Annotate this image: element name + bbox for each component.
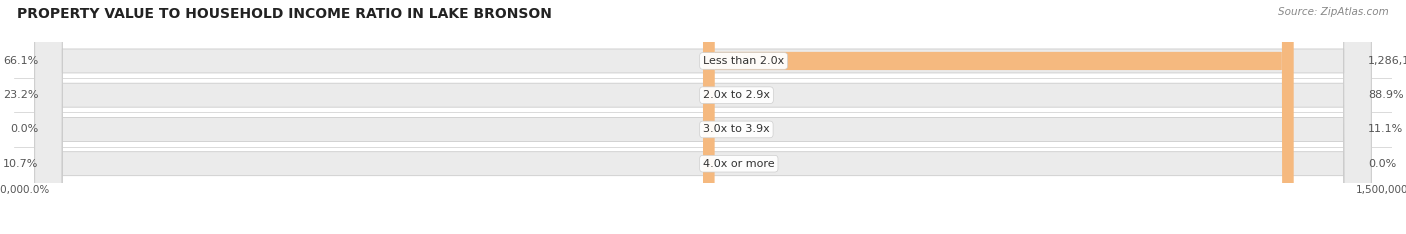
Text: 10.7%: 10.7%	[3, 159, 38, 169]
Text: Less than 2.0x: Less than 2.0x	[703, 56, 785, 66]
Text: 88.9%: 88.9%	[1368, 90, 1403, 100]
Text: 11.1%: 11.1%	[1368, 124, 1403, 135]
Text: 66.1%: 66.1%	[3, 56, 38, 66]
Text: 4.0x or more: 4.0x or more	[703, 159, 775, 169]
Text: 3.0x to 3.9x: 3.0x to 3.9x	[703, 124, 769, 135]
FancyBboxPatch shape	[35, 0, 1371, 234]
FancyBboxPatch shape	[703, 0, 1294, 234]
Text: 0.0%: 0.0%	[1368, 159, 1396, 169]
FancyBboxPatch shape	[35, 0, 1371, 234]
Text: 2.0x to 2.9x: 2.0x to 2.9x	[703, 90, 770, 100]
Text: 1,286,111.1%: 1,286,111.1%	[1368, 56, 1406, 66]
Text: PROPERTY VALUE TO HOUSEHOLD INCOME RATIO IN LAKE BRONSON: PROPERTY VALUE TO HOUSEHOLD INCOME RATIO…	[17, 7, 551, 21]
Text: 0.0%: 0.0%	[10, 124, 38, 135]
FancyBboxPatch shape	[35, 0, 1371, 234]
Text: 23.2%: 23.2%	[3, 90, 38, 100]
FancyBboxPatch shape	[35, 0, 1371, 234]
Text: Source: ZipAtlas.com: Source: ZipAtlas.com	[1278, 7, 1389, 17]
